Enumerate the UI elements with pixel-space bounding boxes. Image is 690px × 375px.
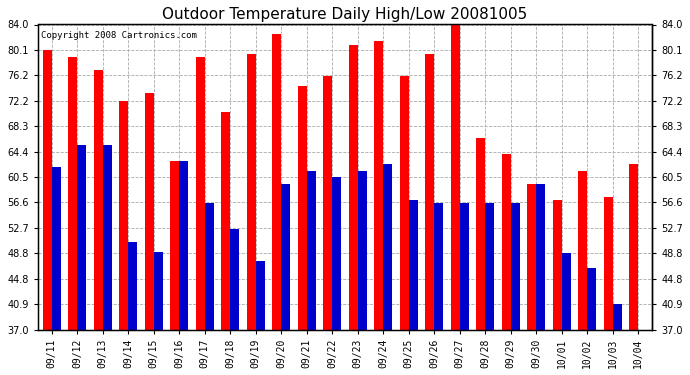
Bar — [502, 154, 511, 330]
Title: Outdoor Temperature Daily High/Low 20081005: Outdoor Temperature Daily High/Low 20081… — [162, 7, 528, 22]
Bar — [170, 161, 179, 330]
Bar — [425, 54, 434, 330]
Bar — [68, 57, 77, 330]
Bar — [349, 45, 357, 330]
Bar — [196, 57, 205, 330]
Bar — [587, 268, 596, 330]
Bar — [205, 203, 214, 330]
Bar — [324, 76, 333, 330]
Bar — [103, 145, 112, 330]
Bar — [77, 145, 86, 330]
Bar — [282, 184, 290, 330]
Bar — [511, 203, 520, 330]
Bar — [307, 171, 315, 330]
Bar — [604, 196, 613, 330]
Bar — [247, 54, 256, 330]
Bar — [179, 161, 188, 330]
Bar — [613, 304, 622, 330]
Bar — [383, 164, 392, 330]
Bar — [333, 177, 341, 330]
Bar — [578, 171, 587, 330]
Bar — [400, 76, 408, 330]
Bar — [128, 242, 137, 330]
Bar — [119, 101, 128, 330]
Bar — [375, 41, 383, 330]
Bar — [298, 86, 307, 330]
Bar — [94, 70, 103, 330]
Bar — [221, 112, 230, 330]
Bar — [230, 229, 239, 330]
Bar — [154, 252, 163, 330]
Bar — [145, 93, 154, 330]
Text: Copyright 2008 Cartronics.com: Copyright 2008 Cartronics.com — [41, 31, 197, 40]
Bar — [527, 184, 536, 330]
Bar — [408, 200, 417, 330]
Bar — [476, 138, 485, 330]
Bar — [629, 164, 638, 330]
Bar — [357, 171, 366, 330]
Bar — [485, 203, 494, 330]
Bar — [451, 24, 460, 330]
Bar — [460, 203, 469, 330]
Bar — [256, 261, 265, 330]
Bar — [536, 184, 545, 330]
Bar — [273, 34, 282, 330]
Bar — [434, 203, 443, 330]
Bar — [43, 50, 52, 330]
Bar — [562, 253, 571, 330]
Bar — [52, 167, 61, 330]
Bar — [553, 200, 562, 330]
